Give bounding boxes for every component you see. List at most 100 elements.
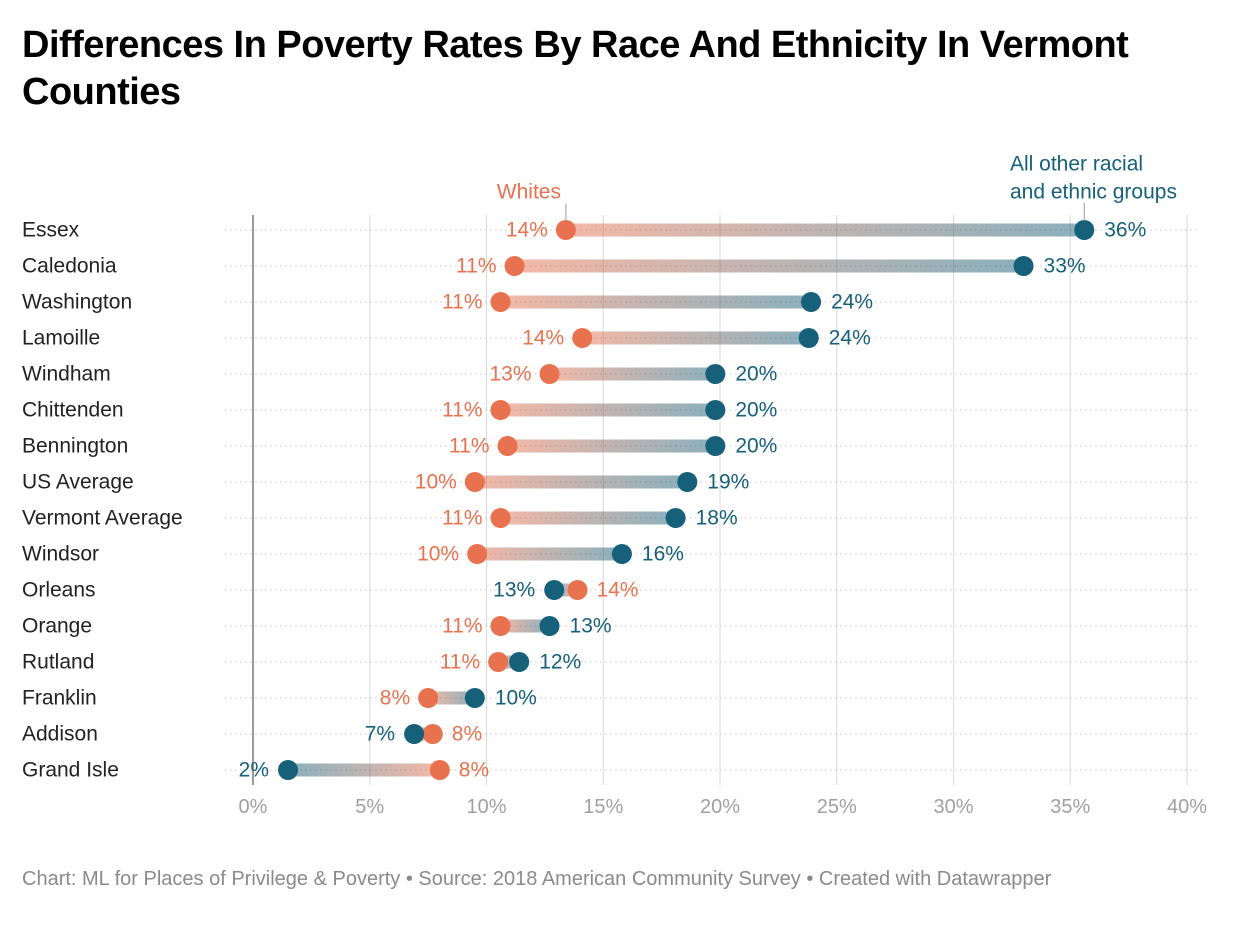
- others-value-label: 20%: [735, 399, 777, 422]
- chart-row: Essex 14% 36%: [22, 219, 1146, 242]
- row-label: Caledonia: [22, 255, 117, 278]
- chart-row: US Average 10% 19%: [22, 471, 749, 494]
- row-label: Addison: [22, 723, 98, 746]
- others-value-label: 12%: [539, 651, 581, 674]
- others-value-label: 2%: [239, 759, 269, 782]
- x-tick-label: 5%: [355, 796, 384, 818]
- whites-dot: [488, 652, 509, 672]
- whites-value-label: 11%: [456, 255, 496, 278]
- others-dot: [705, 364, 726, 384]
- others-value-label: 20%: [735, 363, 777, 386]
- row-label: Windsor: [22, 543, 99, 566]
- whites-value-label: 14%: [522, 327, 564, 350]
- row-label: Chittenden: [22, 399, 124, 422]
- x-tick-label: 40%: [1167, 796, 1207, 818]
- whites-value-label: 8%: [459, 759, 489, 782]
- row-label: Rutland: [22, 651, 94, 674]
- whites-dot: [497, 436, 518, 456]
- others-value-label: 13%: [493, 579, 535, 602]
- whites-value-label: 8%: [452, 723, 482, 746]
- chart-row: Caledonia 11% 33%: [22, 255, 1086, 278]
- chart-row: Chittenden 11% 20%: [22, 399, 777, 422]
- whites-dot: [464, 472, 485, 492]
- row-label: Grand Isle: [22, 759, 119, 782]
- others-dot: [278, 760, 299, 780]
- series-annotations: Whites All other racial and ethnic groups: [497, 153, 1177, 221]
- others-dot: [404, 724, 425, 744]
- chart-row: Vermont Average 11% 18%: [22, 507, 738, 530]
- chart-row: Rutland 11% 12%: [22, 651, 581, 674]
- x-tick-label: 10%: [466, 796, 506, 818]
- row-label: Washington: [22, 291, 132, 314]
- others-dot: [1013, 256, 1034, 276]
- row-label: Bennington: [22, 435, 128, 458]
- x-tick-label: 20%: [700, 796, 740, 818]
- legend-whites: Whites: [497, 181, 561, 204]
- range-dot-chart: 0% 5% 10% 15% 20% 25% 30% 35% 40% Essex 14% 36% Cal…: [22, 153, 1207, 819]
- others-value-label: 24%: [831, 291, 873, 314]
- whites-dot: [422, 724, 443, 744]
- whites-dot: [490, 616, 511, 636]
- whites-dot: [504, 256, 525, 276]
- chart-row: Bennington 11% 20%: [22, 435, 777, 458]
- x-tick-label: 30%: [933, 796, 973, 818]
- others-value-label: 7%: [365, 723, 395, 746]
- others-value-label: 19%: [707, 471, 749, 494]
- others-dot: [544, 580, 565, 600]
- whites-value-label: 14%: [597, 579, 639, 602]
- row-label: Windham: [22, 363, 111, 386]
- chart-row: Grand Isle 8% 2%: [22, 759, 489, 782]
- whites-value-label: 11%: [442, 615, 482, 638]
- others-dot: [665, 508, 686, 528]
- chart-row: Franklin 8% 10%: [22, 687, 537, 710]
- whites-dot: [429, 760, 450, 780]
- whites-dot: [467, 544, 488, 564]
- whites-dot: [490, 400, 511, 420]
- whites-dot: [567, 580, 588, 600]
- others-dot: [611, 544, 632, 564]
- others-value-label: 20%: [735, 435, 777, 458]
- x-tick-label: 35%: [1050, 796, 1090, 818]
- legend-others-line: and ethnic groups: [1010, 181, 1177, 204]
- others-dot: [539, 616, 560, 636]
- row-label: Essex: [22, 219, 80, 242]
- chart-row: Windham 13% 20%: [22, 363, 777, 386]
- whites-dot: [490, 292, 511, 312]
- row-label: Vermont Average: [22, 507, 183, 530]
- others-value-label: 18%: [696, 507, 738, 530]
- chart-row: Orange 11% 13%: [22, 615, 612, 638]
- others-dot: [677, 472, 698, 492]
- others-value-label: 16%: [642, 543, 684, 566]
- others-dot: [1074, 220, 1095, 240]
- others-dot: [509, 652, 530, 672]
- row-label: Orange: [22, 615, 92, 638]
- others-dot: [705, 436, 726, 456]
- chart-row: Lamoille 14% 24%: [22, 327, 871, 350]
- chart-row: Washington 11% 24%: [22, 291, 873, 314]
- others-value-label: 13%: [570, 615, 612, 638]
- whites-dot: [572, 328, 593, 348]
- whites-dot: [539, 364, 560, 384]
- whites-dot: [490, 508, 511, 528]
- legend-others-line: All other racial: [1010, 153, 1143, 176]
- row-label: US Average: [22, 471, 134, 494]
- others-value-label: 36%: [1104, 219, 1146, 242]
- others-dot: [798, 328, 819, 348]
- whites-value-label: 11%: [442, 399, 482, 422]
- whites-value-label: 11%: [449, 435, 489, 458]
- whites-value-label: 11%: [442, 291, 482, 314]
- others-value-label: 33%: [1044, 255, 1086, 278]
- others-dot: [801, 292, 822, 312]
- chart-title: Differences In Poverty Rates By Race And…: [22, 24, 1129, 113]
- chart-row: Windsor 10% 16%: [22, 543, 684, 566]
- row-label: Lamoille: [22, 327, 100, 350]
- whites-value-label: 10%: [415, 471, 457, 494]
- x-tick-label: 0%: [239, 796, 268, 818]
- whites-value-label: 14%: [506, 219, 548, 242]
- whites-value-label: 10%: [417, 543, 459, 566]
- chart-row: Orleans 14% 13%: [22, 579, 639, 602]
- others-value-label: 10%: [495, 687, 537, 710]
- x-tick-label: 25%: [817, 796, 857, 818]
- others-dot: [705, 400, 726, 420]
- whites-value-label: 11%: [440, 651, 480, 674]
